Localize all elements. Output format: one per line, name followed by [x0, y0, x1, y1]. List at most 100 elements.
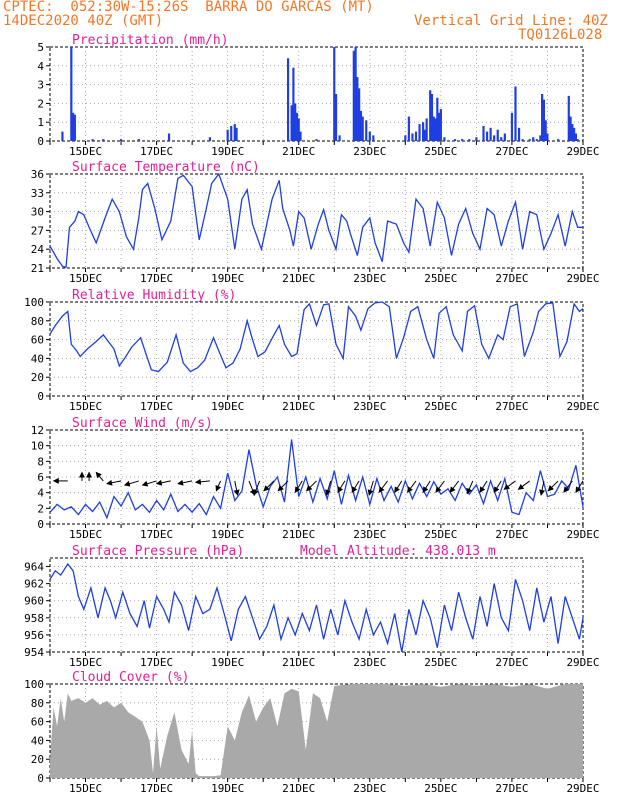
- precip-bar: [429, 90, 432, 141]
- rh-date-label: 25DEC: [424, 400, 457, 413]
- cloud-date-label: 27DEC: [495, 782, 528, 795]
- pressure-date-label: 19DEC: [211, 656, 244, 669]
- temp-ytick-label: 36: [31, 168, 44, 181]
- precip-bar: [434, 118, 437, 141]
- wind-date-label: 19DEC: [211, 528, 244, 541]
- precip-ytick-label: 3: [37, 79, 44, 92]
- pressure-date-label: 27DEC: [495, 656, 528, 669]
- wind-vector: [305, 480, 317, 492]
- precip-bar: [439, 109, 442, 141]
- wind-vector: [517, 480, 531, 490]
- pressure-date-label: 23DEC: [353, 656, 386, 669]
- wind-vector: [422, 480, 431, 493]
- cloud-title: Cloud Cover (%): [72, 670, 189, 685]
- cloud-panel: 0 20 40 60 80 100 15DEC 17DEC 19DEC 21DEC 23DEC 25D…: [24, 670, 599, 795]
- wind-vector: [253, 480, 261, 496]
- precip-bar: [295, 112, 299, 141]
- temp-date-label: 27DEC: [495, 272, 528, 285]
- temp-date-label: 25DEC: [424, 272, 457, 285]
- wind-vector: [155, 479, 171, 486]
- temp-date-label: 17DEC: [140, 272, 173, 285]
- cloud-date-label: 15DEC: [69, 782, 102, 795]
- wind-date-label: 21DEC: [282, 528, 315, 541]
- precip-bar: [532, 137, 535, 141]
- precip-bar: [365, 120, 368, 141]
- wind-ytick-label: 0: [37, 518, 44, 531]
- precip-bar: [73, 114, 76, 141]
- precip-bar: [535, 139, 538, 141]
- precip-bar: [292, 67, 295, 141]
- pressure-ytick-label: 958: [24, 612, 44, 625]
- precip-bar: [235, 127, 238, 141]
- precip-bar: [411, 133, 414, 141]
- wind-vector: [406, 480, 417, 493]
- precip-bar: [576, 139, 579, 141]
- precip-bar: [167, 133, 171, 141]
- precip-bar: [436, 97, 439, 141]
- precip-bar: [359, 110, 363, 141]
- temp-frame: [49, 173, 584, 269]
- precip-bar: [290, 105, 293, 141]
- wind-title: Surface Wind (m/s): [72, 416, 213, 431]
- wind-vector: [294, 480, 303, 493]
- precip-bar: [496, 129, 499, 141]
- cloud-date-label: 29DEC: [566, 782, 599, 795]
- pressure-date-label: 17DEC: [140, 656, 173, 669]
- pressure-ytick-label: 954: [24, 646, 44, 659]
- pressure-date-label: 25DEC: [424, 656, 457, 669]
- rh-ytick-label: 40: [31, 352, 44, 365]
- precip-bar: [61, 131, 64, 141]
- wind-vector: [123, 480, 139, 487]
- wind-vector: [479, 480, 488, 493]
- wind-vector: [177, 479, 193, 486]
- precip-bar: [334, 94, 338, 141]
- precip-bar: [230, 125, 233, 141]
- rh-date-label: 21DEC: [282, 400, 315, 413]
- cloud-ytick-label: 100: [24, 678, 44, 691]
- wind-vector: [449, 480, 460, 493]
- temp-panel: 21 24 27 30 33 36 15DEC 17DEC 19DEC 21DEC 23DEC 25D…: [31, 160, 600, 285]
- cloud-date-label: 25DEC: [424, 782, 457, 795]
- rh-date-label: 27DEC: [495, 400, 528, 413]
- cloud-ytick-label: 20: [31, 753, 44, 766]
- wind-ytick-label: 4: [37, 487, 44, 500]
- temp-title: Surface Temperature (nC): [72, 160, 260, 175]
- wind-ytick-label: 10: [31, 440, 44, 453]
- wind-vector: [325, 480, 332, 496]
- precip-ytick-label: 5: [37, 41, 44, 54]
- rh-ytick-label: 20: [31, 371, 44, 384]
- rh-date-label: 29DEC: [566, 400, 599, 413]
- precip-bar: [437, 112, 441, 141]
- precip-date-label: 27DEC: [495, 145, 528, 158]
- wind-date-label: 25DEC: [424, 528, 457, 541]
- precip-bar: [510, 112, 514, 141]
- wind-date-label: 23DEC: [353, 528, 386, 541]
- wind-vector: [215, 480, 222, 492]
- wind-vector: [378, 480, 388, 493]
- precip-bar: [299, 131, 302, 141]
- precip-bar: [354, 47, 357, 141]
- precip-bar: [573, 127, 576, 141]
- rh-date-label: 23DEC: [353, 400, 386, 413]
- header-line1: CPTEC: 052:30W-15:26S BARRA DO GARCAS (M…: [3, 0, 374, 15]
- precip-bar: [541, 94, 544, 141]
- wind-vector: [435, 480, 445, 493]
- temp-date-label: 15DEC: [69, 272, 102, 285]
- pressure-ytick-label: 962: [24, 578, 44, 591]
- precip-bar: [453, 139, 457, 141]
- wind-date-label: 17DEC: [140, 528, 173, 541]
- temp-ytick-label: 30: [31, 206, 44, 219]
- precip-bar: [368, 131, 371, 141]
- precip-bar: [489, 127, 492, 141]
- pressure-line: [49, 562, 584, 653]
- precip-ytick-label: 4: [37, 60, 44, 73]
- wind-vector: [503, 480, 516, 490]
- rh-date-label: 19DEC: [211, 400, 244, 413]
- rh-frame: [49, 301, 584, 397]
- precip-bar: [286, 58, 290, 141]
- wind-vector: [367, 480, 374, 496]
- precip-bar: [514, 86, 517, 141]
- precip-bar: [503, 133, 506, 141]
- wind-line: [49, 439, 584, 520]
